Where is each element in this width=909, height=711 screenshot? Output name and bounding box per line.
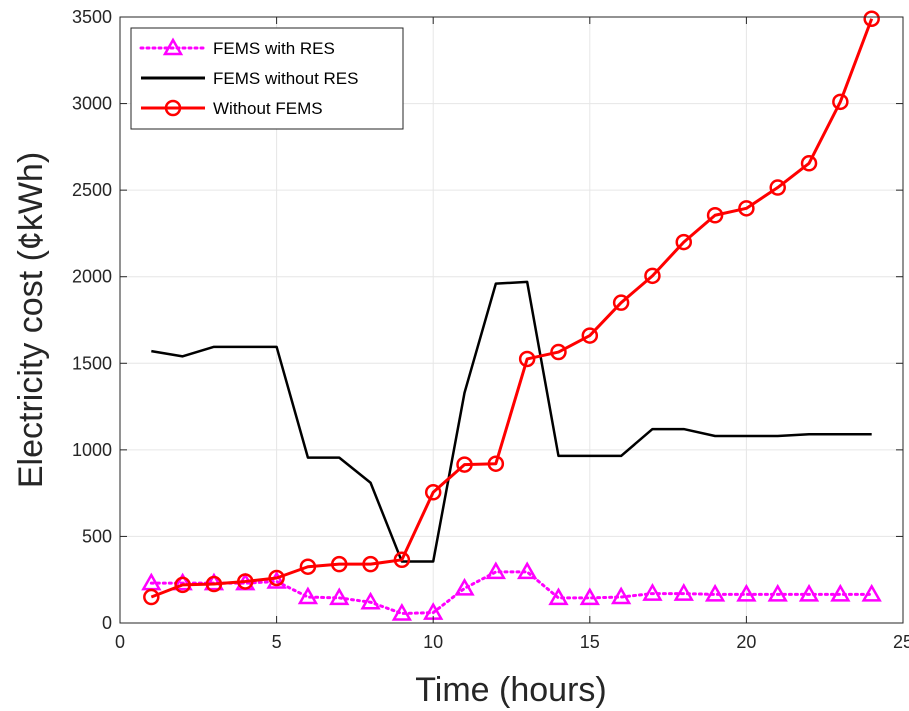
data-point [454, 577, 475, 596]
y-tick-label: 500 [82, 526, 112, 546]
series-without-fems [143, 10, 880, 606]
legend: FEMS with RES FEMS without RES Without FEM… [130, 27, 404, 130]
data-point [299, 558, 317, 575]
y-tick-label: 1500 [72, 353, 112, 373]
x-tick-label: 0 [115, 632, 125, 652]
x-tick-label: 15 [580, 632, 600, 652]
series-fems-without-res [151, 280, 872, 563]
legend-label: FEMS without RES [213, 69, 359, 88]
y-tick-label: 1000 [72, 440, 112, 460]
data-point [581, 327, 599, 344]
x-tick-label: 20 [736, 632, 756, 652]
data-point [203, 572, 225, 591]
x-tick-label: 10 [423, 632, 443, 652]
data-point [706, 206, 724, 224]
y-tick-label: 3500 [72, 7, 112, 27]
data-point [143, 588, 160, 606]
data-point [642, 583, 663, 601]
legend-label: FEMS with RES [213, 39, 335, 58]
y-tick-label: 2000 [72, 267, 112, 287]
data-point [736, 583, 757, 602]
data-point [579, 587, 600, 606]
data-point [391, 602, 413, 621]
data-point [362, 555, 379, 573]
data-point [330, 555, 348, 573]
data-point [612, 294, 630, 311]
data-point [800, 155, 818, 172]
data-point [832, 93, 849, 111]
series-fems-with-res [141, 561, 882, 621]
y-tick-label: 0 [102, 613, 112, 633]
data-point [424, 484, 442, 501]
data-point [329, 587, 350, 606]
data-point [769, 179, 786, 196]
legend-label: Without FEMS [213, 99, 323, 118]
axis-ticks: 0 5 10 15 20 25 0 500 1000 1500 2000 2500 3000 3500 [72, 7, 909, 652]
data-point [393, 551, 411, 569]
data-point [268, 569, 285, 587]
x-axis-label: Time (hours) [415, 671, 606, 709]
y-tick-label: 2500 [72, 180, 112, 200]
plot-frame [119, 16, 904, 624]
data-point [548, 587, 569, 606]
data-point [610, 586, 632, 605]
x-tick-label: 25 [893, 632, 909, 652]
series-layer [141, 10, 882, 621]
data-point [767, 583, 788, 602]
legend-swatch-marker [162, 37, 184, 56]
data-point [644, 267, 661, 285]
data-point [518, 350, 536, 368]
data-point [205, 575, 223, 593]
data-point [798, 583, 820, 602]
data-point [550, 343, 567, 361]
data-point [704, 583, 726, 602]
legend-entry-fems-with-res: FEMS with RES [139, 37, 335, 58]
data-point [738, 200, 755, 217]
legend-entry-fems-without-res: FEMS without RES [141, 69, 359, 88]
data-point [172, 572, 193, 591]
legend-entry-without-fems: Without FEMS [141, 99, 323, 118]
x-tick-label: 5 [272, 632, 282, 652]
data-point [456, 456, 473, 473]
data-point [830, 583, 851, 602]
y-axis-label: Electricity cost (¢kWh) [12, 152, 50, 488]
y-tick-label: 3000 [72, 94, 112, 114]
data-point [237, 573, 254, 590]
data-point [673, 583, 694, 601]
series-line [151, 280, 872, 563]
data-point [517, 561, 538, 580]
data-point [861, 583, 882, 602]
data-point [485, 561, 506, 580]
data-point [174, 576, 191, 594]
data-point [297, 586, 319, 605]
data-point [487, 455, 505, 472]
data-point [863, 10, 880, 27]
data-point [266, 570, 287, 589]
data-point [360, 591, 381, 610]
legend-swatch-marker [164, 99, 182, 117]
data-point [675, 233, 693, 251]
